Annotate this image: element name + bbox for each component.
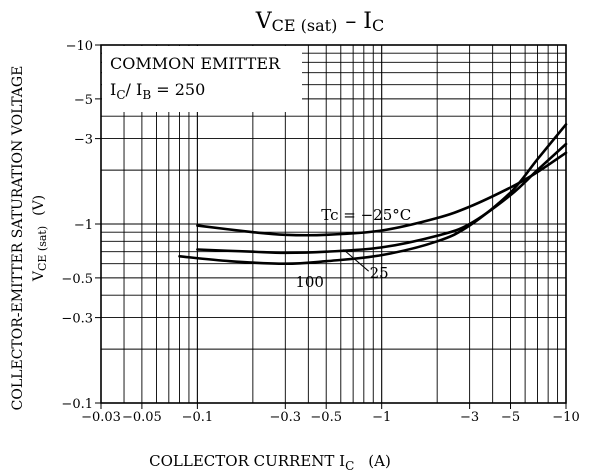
series-lines (178, 123, 568, 266)
chart-title: VCE (sat) – IC (255, 9, 385, 35)
conditions-line2: IC/ IB = 250 (110, 80, 205, 102)
y-axis-label-line1: COLLECTOR-EMITTER SATURATION VOLTAGE (10, 66, 26, 411)
x-tick-label: −5 (501, 410, 520, 425)
y-tick-label: −3 (74, 133, 93, 148)
x-tick-label: −10 (552, 410, 579, 425)
conditions-box (102, 46, 302, 112)
x-tick-label: −0.3 (270, 410, 302, 425)
y-tick-label: −1 (74, 218, 93, 233)
x-tick-label: −0.1 (182, 410, 214, 425)
y-tick-label: −0.3 (61, 312, 93, 327)
series-line-0 (196, 151, 568, 237)
x-tick-label: −0.05 (122, 410, 162, 425)
conditions-line1: COMMON EMITTER (110, 54, 281, 73)
y-tick-label: −0.5 (61, 272, 93, 287)
series-annotations: Tc = −25°C 25 100 (295, 206, 411, 291)
series-line-2 (178, 123, 568, 266)
y-tick-label: −5 (74, 93, 93, 108)
x-tick-label: −3 (460, 410, 479, 425)
x-axis-label: COLLECTOR CURRENT IC (A) (149, 452, 391, 473)
series-label-1: 25 (370, 264, 389, 282)
series-leader-1 (343, 249, 370, 272)
x-tick-label: −1 (372, 410, 391, 425)
x-tick-label: −0.5 (310, 410, 342, 425)
x-tick-label: −0.03 (81, 410, 121, 425)
series-line-1 (196, 142, 568, 255)
y-tick-label: −0.1 (61, 397, 93, 412)
series-label-2: 100 (295, 273, 324, 291)
y-tick-label: −10 (66, 39, 93, 54)
series-label-0: Tc = −25°C (321, 206, 411, 224)
y-axis-label-line2: VCE (sat)(V) (31, 195, 49, 282)
axis-ticks: −0.03 −0.05 −0.1 −0.3 −0.5 −1 −3 −5 −10 −10 −5 −3 −1… (61, 39, 579, 425)
